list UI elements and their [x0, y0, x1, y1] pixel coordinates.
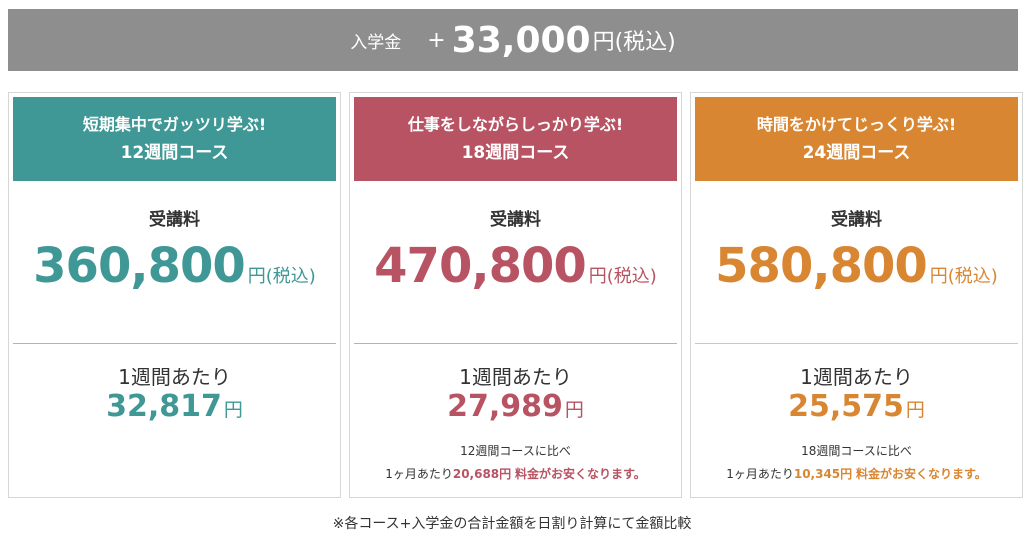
course-name: 24週間コース [802, 143, 911, 163]
comparison-note: 12週間コースに比べ [460, 444, 571, 458]
admission-fee-label: 入学金 [350, 32, 402, 53]
tuition-label: 受講料 [831, 210, 882, 230]
tuition-amount: 470,800 [374, 238, 587, 294]
card-divider [13, 343, 336, 344]
per-week-amount: 32,817 [106, 389, 222, 424]
course-name: 18週間コース [461, 143, 570, 163]
per-week-label: 1週間あたり [118, 365, 231, 389]
course-tagline: 短期集中でガッツリ学ぶ! [82, 115, 267, 134]
tuition-unit: 円(税込) [588, 266, 657, 287]
savings-suffix: 料金がお安くなります。 [514, 467, 646, 481]
course-card-18-weeks: 仕事をしながらしっかり学ぶ! 18週間コース 受講料 470,800 円(税込)… [349, 92, 682, 498]
course-card-header: 短期集中でガッツリ学ぶ! 12週間コース [13, 97, 336, 181]
per-week-amount: 27,989 [447, 389, 563, 424]
course-name: 12週間コース [120, 143, 229, 163]
tuition-fee: 580,800 円(税込) [691, 238, 1022, 294]
admission-fee-banner: 入学金 + 33,000 円(税込) [8, 9, 1018, 71]
tuition-fee: 360,800 円(税込) [9, 238, 340, 294]
tuition-amount: 580,800 [715, 238, 928, 294]
comparison-note: 18週間コースに比べ [801, 444, 912, 458]
tuition-label: 受講料 [149, 210, 200, 230]
admission-fee-unit: 円(税込) [592, 30, 676, 55]
footnote: ※各コース+入学金の合計金額を日割り計算にて金額比較 [332, 516, 692, 532]
course-card-12-weeks: 短期集中でガッツリ学ぶ! 12週間コース 受講料 360,800 円(税込) 1… [8, 92, 341, 498]
plus-sign: + [427, 27, 446, 53]
tuition-label: 受講料 [490, 210, 541, 230]
course-tagline: 時間をかけてじっくり学ぶ! [756, 115, 957, 134]
per-week-label: 1週間あたり [459, 365, 572, 389]
savings-note: 1ヶ月あたり20,688円 料金がお安くなります。 [350, 465, 681, 482]
tuition-fee: 470,800 円(税込) [350, 238, 681, 294]
savings-prefix: 1ヶ月あたり [726, 467, 794, 481]
course-card-header: 時間をかけてじっくり学ぶ! 24週間コース [695, 97, 1018, 181]
course-tagline: 仕事をしながらしっかり学ぶ! [407, 115, 624, 134]
tuition-amount: 360,800 [33, 238, 246, 294]
per-week-label: 1週間あたり [800, 365, 913, 389]
savings-amount: 20,688円 [452, 467, 512, 481]
per-week-unit: 円 [223, 399, 243, 421]
savings-note: 1ヶ月あたり10,345円 料金がお安くなります。 [691, 465, 1022, 482]
tuition-unit: 円(税込) [247, 266, 316, 287]
course-card-24-weeks: 時間をかけてじっくり学ぶ! 24週間コース 受講料 580,800 円(税込) … [690, 92, 1023, 498]
per-week-price: 32,817 円 [9, 389, 340, 424]
savings-suffix: 料金がお安くなります。 [855, 467, 987, 481]
savings-prefix: 1ヶ月あたり [385, 467, 453, 481]
course-card-header: 仕事をしながらしっかり学ぶ! 18週間コース [354, 97, 677, 181]
per-week-unit: 円 [564, 399, 584, 421]
per-week-amount: 25,575 [788, 389, 904, 424]
per-week-unit: 円 [905, 399, 925, 421]
admission-fee-amount: 33,000 [451, 19, 591, 61]
tuition-unit: 円(税込) [929, 266, 998, 287]
card-divider [695, 343, 1018, 344]
per-week-price: 27,989 円 [350, 389, 681, 424]
per-week-price: 25,575 円 [691, 389, 1022, 424]
savings-amount: 10,345円 [793, 467, 853, 481]
card-divider [354, 343, 677, 344]
